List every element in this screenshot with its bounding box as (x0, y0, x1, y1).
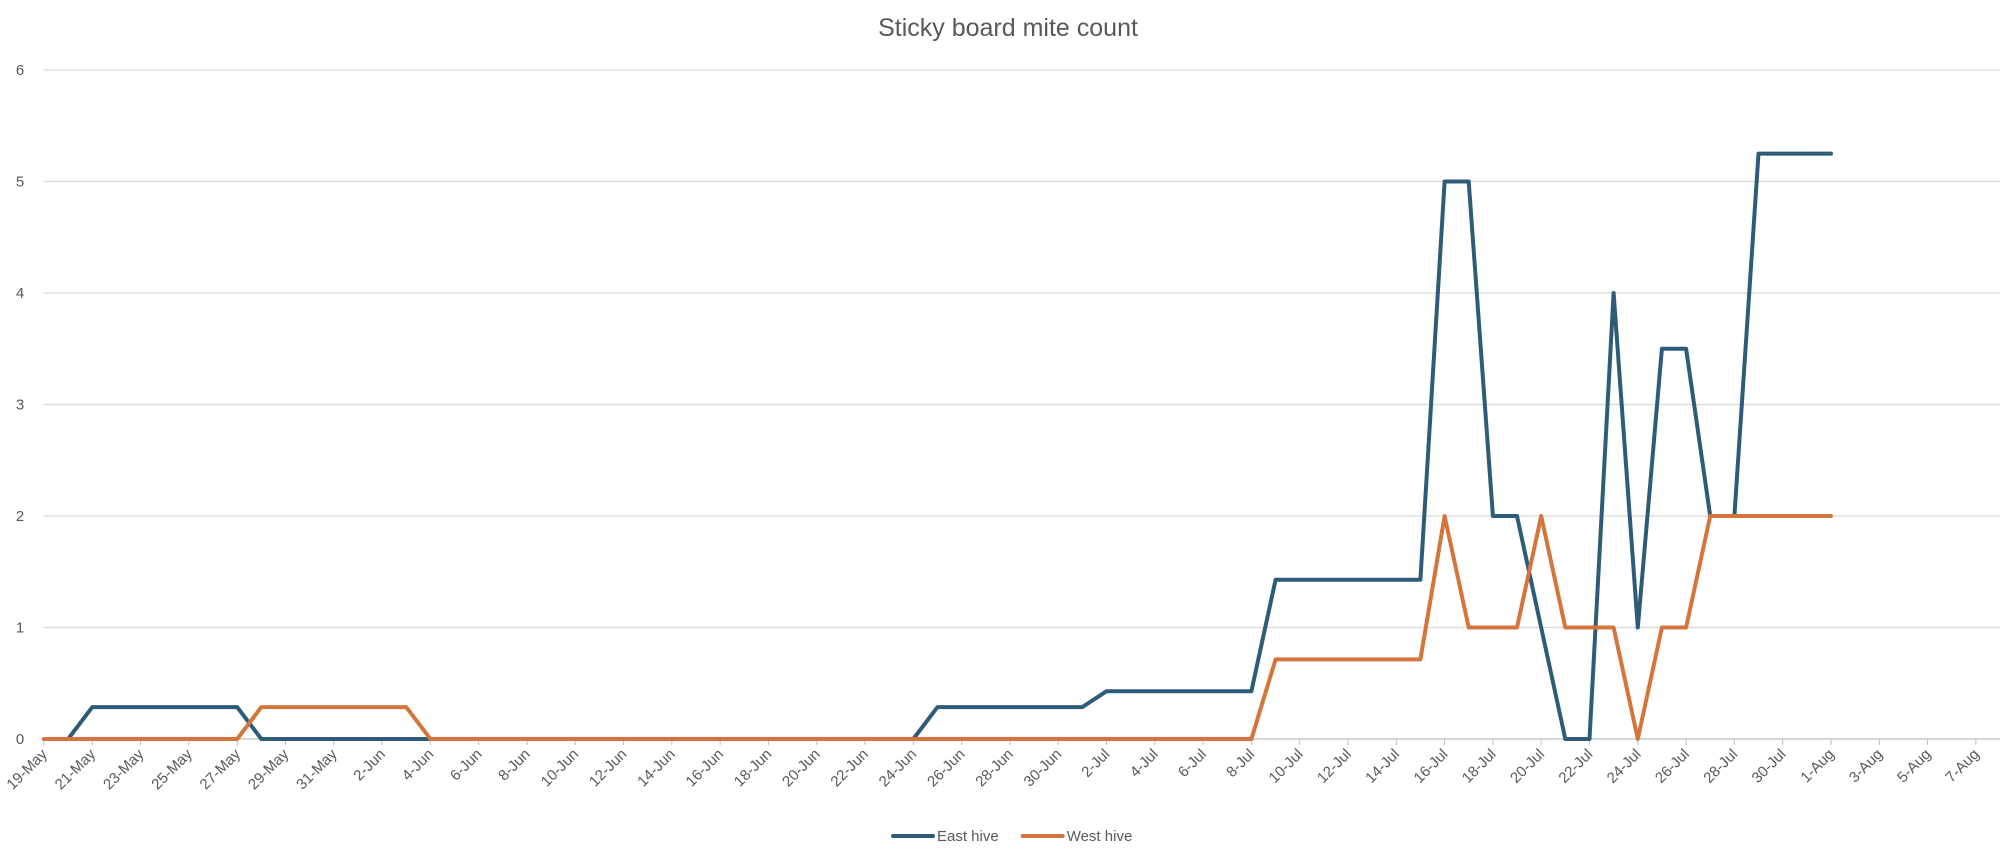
x-tick-label: 6-Jul (1175, 746, 1210, 781)
x-tick-label: 24-Jul (1604, 746, 1645, 787)
y-tick-label: 2 (16, 508, 24, 525)
x-tick-label: 16-Jul (1411, 746, 1452, 787)
x-tick-label: 18-Jun (731, 746, 775, 790)
series-line-west-hive (42, 514, 1833, 741)
y-tick-label: 5 (16, 174, 24, 191)
x-tick-label: 8-Jun (495, 746, 534, 785)
x-tick-label: 29-May (245, 745, 293, 793)
x-tick-label: 23-May (100, 745, 148, 793)
x-tick-label: 6-Jun (447, 746, 486, 785)
x-tick-label: 2-Jun (350, 746, 389, 785)
x-tick-label: 28-Jul (1700, 746, 1741, 787)
x-tick-label: 22-Jul (1555, 746, 1596, 787)
x-tick-label: 4-Jul (1127, 746, 1162, 781)
x-tick-label: 12-Jun (586, 746, 630, 790)
x-tick-label: 18-Jul (1459, 746, 1500, 787)
x-tick-label: 31-May (293, 745, 341, 793)
x-tick-label: 14-Jul (1362, 746, 1403, 787)
x-tick-label: 10-Jun (538, 746, 582, 790)
x-tick-label: 5-Aug (1894, 746, 1934, 786)
x-tick-label: 26-Jun (924, 746, 968, 790)
x-tick-label: 28-Jun (972, 746, 1016, 790)
x-tick-label: 20-Jun (779, 746, 823, 790)
gridlines (44, 69, 2000, 629)
x-axis: 19-May 21-May 23-May 25-May 27-May 29-May 31-M… (3, 738, 2000, 793)
x-tick-label: 22-Jun (827, 746, 871, 790)
x-tick-label: 30-Jun (1021, 746, 1065, 790)
y-tick-label: 4 (16, 285, 24, 302)
x-tick-label: 25-May (148, 745, 196, 793)
x-tick-label: 7-Aug (1942, 746, 1982, 786)
x-tick-label: 4-Jun (399, 746, 438, 785)
x-tick-label: 24-Jun (876, 746, 920, 790)
y-tick-label: 3 (16, 397, 24, 414)
y-tick-label: 0 (16, 731, 24, 748)
x-tick-label: 12-Jul (1314, 746, 1355, 787)
y-axis: 0 1 2 3 4 5 6 (16, 62, 24, 748)
x-tick-label: 10-Jul (1266, 746, 1307, 787)
x-tick-label: 21-May (52, 745, 100, 793)
x-tick-label: 8-Jul (1223, 746, 1258, 781)
legend-label-east-hive: East hive (937, 828, 999, 845)
y-tick-label: 1 (16, 620, 24, 637)
y-tick-label: 6 (16, 62, 24, 79)
series-line-east-hive (42, 151, 1833, 741)
x-tick-label: 1-Aug (1797, 746, 1837, 786)
series-lines (42, 151, 1833, 741)
x-tick-label: 3-Aug (1846, 746, 1886, 786)
x-tick-label: 19-May (3, 745, 51, 793)
x-tick-label: 2-Jul (1078, 746, 1113, 781)
legend: East hive West hive (891, 828, 1133, 845)
x-tick-label: 30-Jul (1749, 746, 1790, 787)
x-tick-label: 16-Jun (683, 746, 727, 790)
x-tick-label: 20-Jul (1507, 746, 1548, 787)
x-tick-label: 27-May (197, 745, 245, 793)
x-tick-label: 14-Jun (634, 746, 678, 790)
x-tick-label: 26-Jul (1652, 746, 1693, 787)
legend-label-west-hive: West hive (1067, 828, 1133, 845)
chart-title: Sticky board mite count (878, 14, 1138, 42)
